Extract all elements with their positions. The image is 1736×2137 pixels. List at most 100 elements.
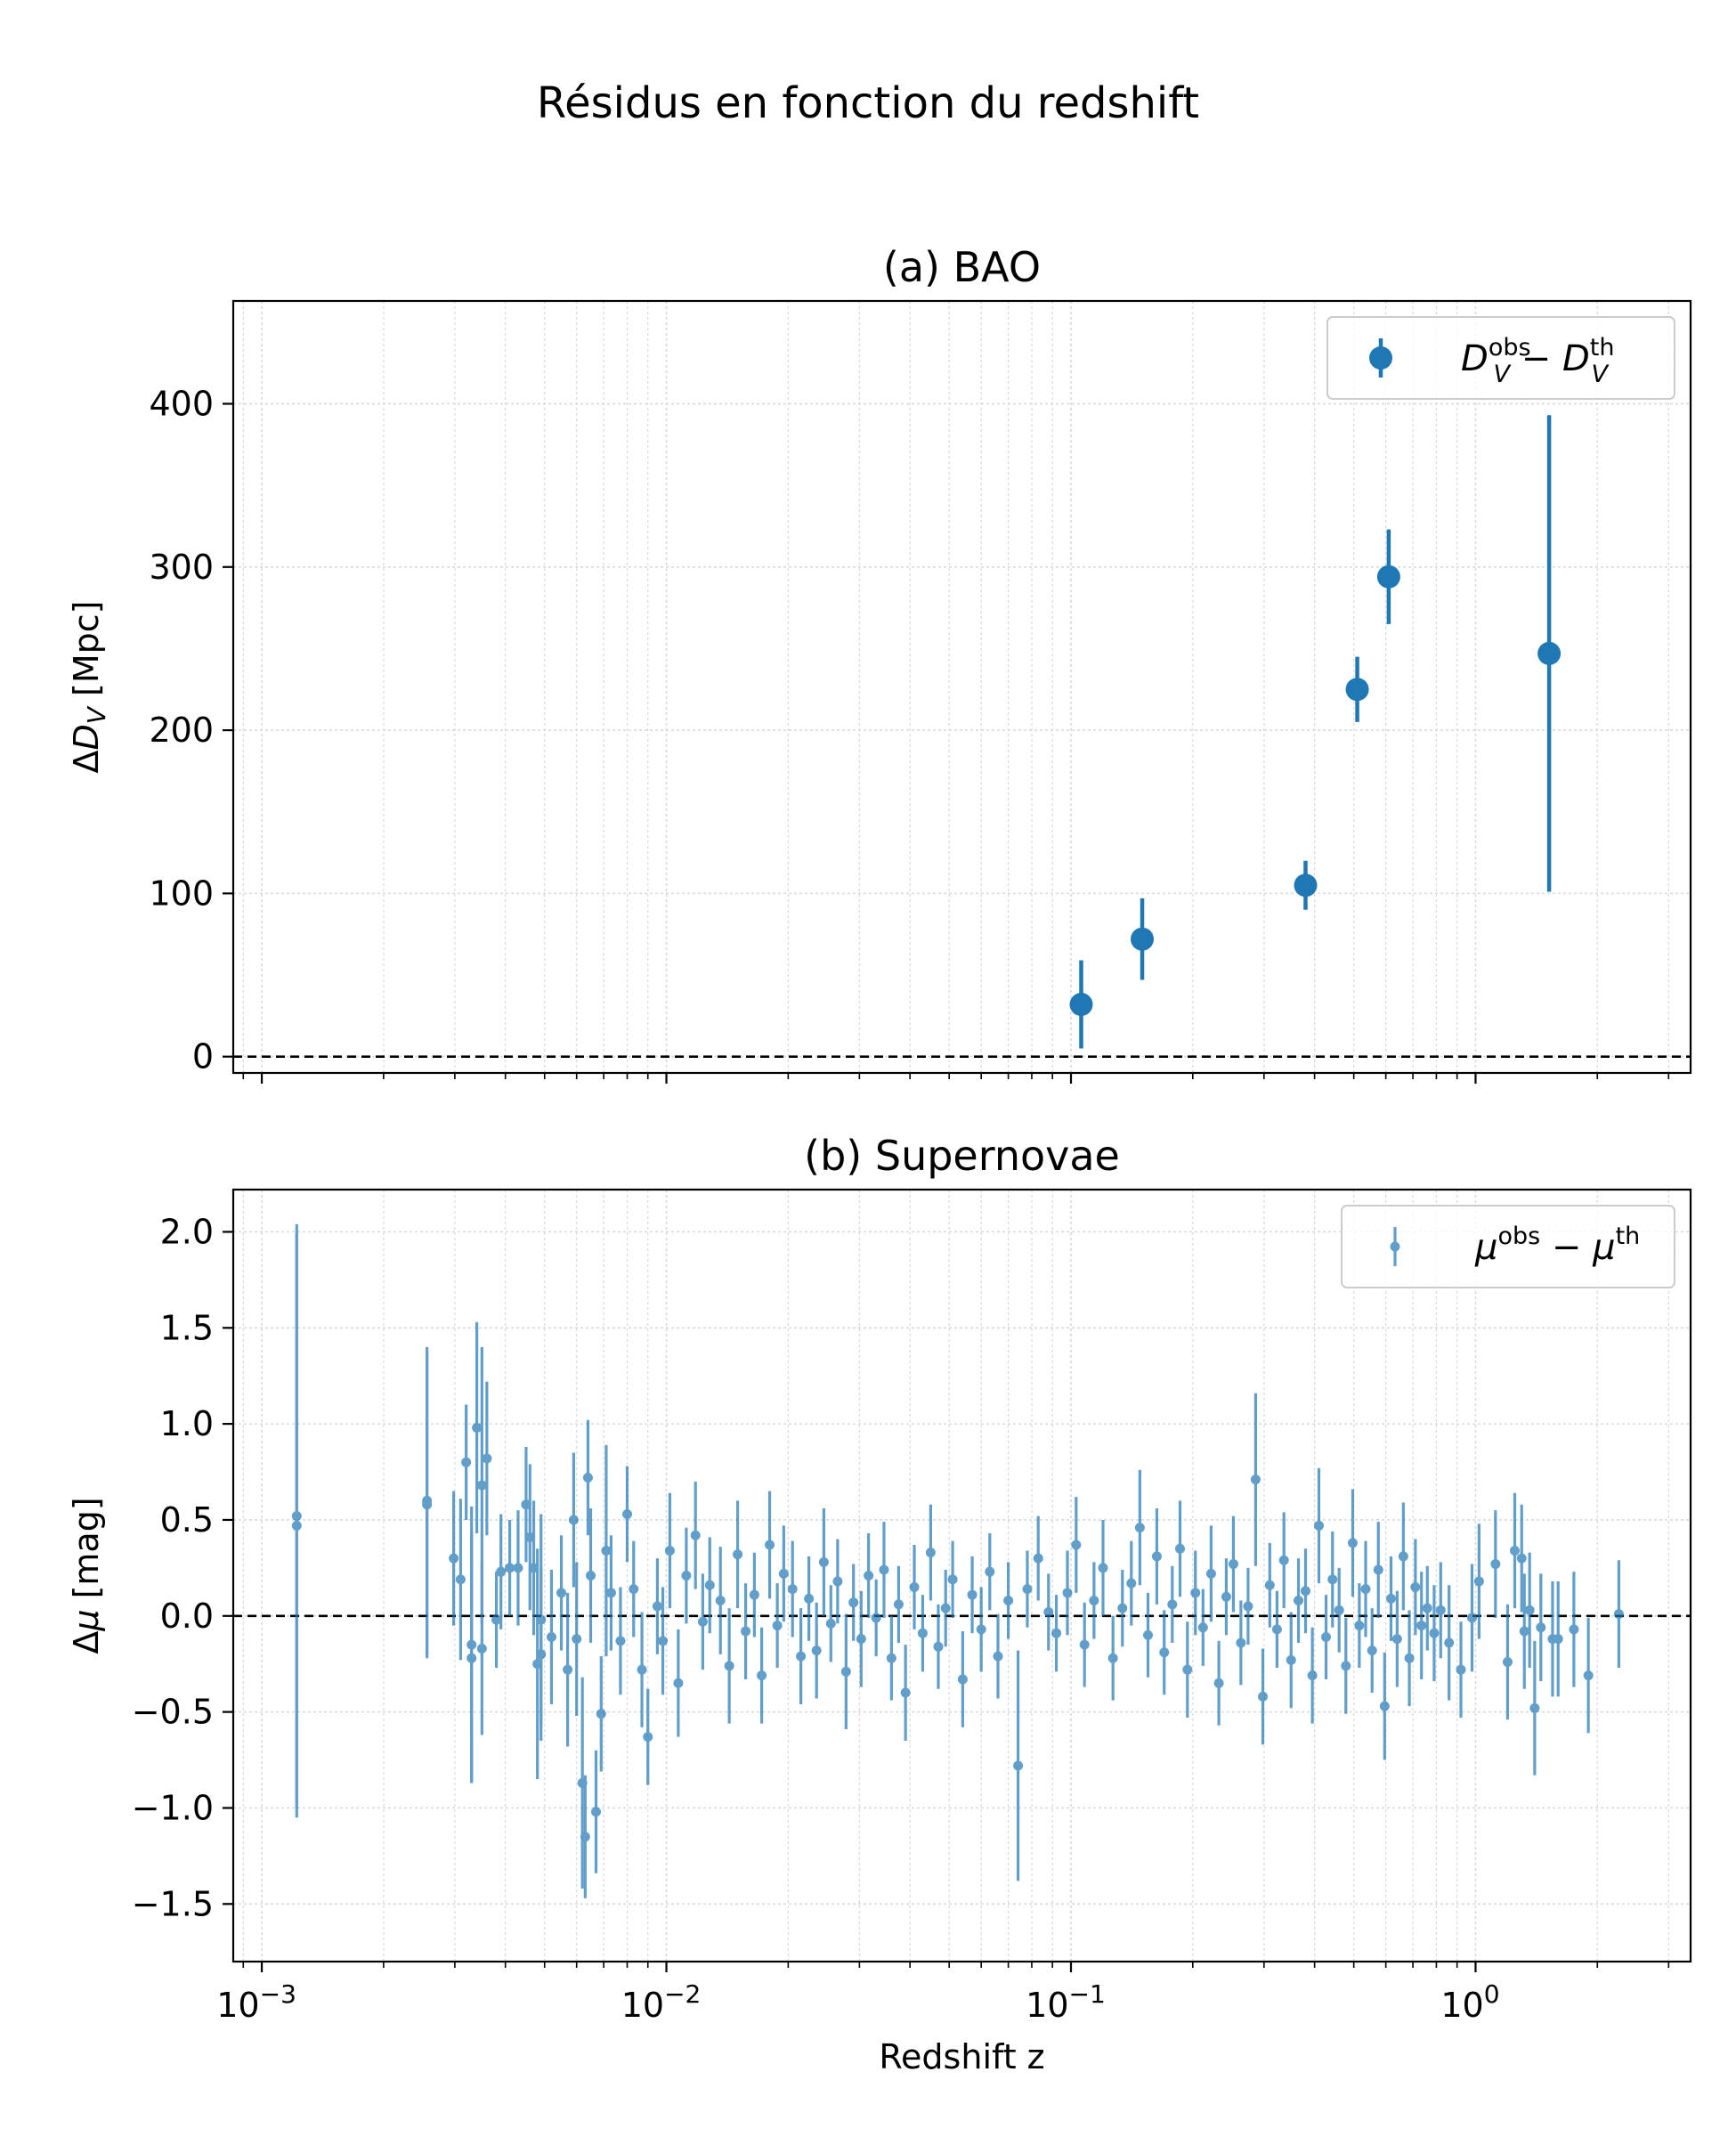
data-point (1376, 565, 1400, 589)
data-point (1071, 1540, 1082, 1550)
data-point (1367, 1645, 1377, 1656)
data-point (590, 1807, 601, 1817)
x-tick-label: 10−2 (621, 1979, 702, 2025)
data-point (496, 1566, 507, 1577)
data-series (1069, 415, 1562, 1049)
data-point (1391, 1634, 1402, 1645)
data-point (1416, 1621, 1427, 1631)
y-tick-label: 200 (149, 711, 214, 750)
data-point (741, 1626, 751, 1637)
data-point (1537, 641, 1562, 665)
data-point (940, 1603, 951, 1613)
data-point (900, 1687, 911, 1698)
data-point (529, 1563, 539, 1573)
data-point (796, 1651, 807, 1662)
legend: Dobs V − Dth V (1326, 316, 1675, 400)
data-point (449, 1553, 459, 1564)
data-point (1502, 1657, 1513, 1668)
data-point (1307, 1670, 1318, 1681)
data-point (1197, 1622, 1208, 1633)
data-point (1553, 1634, 1563, 1645)
data-point (1142, 1629, 1153, 1640)
data-point (1126, 1578, 1137, 1589)
data-point (811, 1645, 822, 1656)
data-point (673, 1678, 684, 1688)
data-point (917, 1628, 928, 1638)
data-point (572, 1634, 582, 1645)
data-point (521, 1499, 531, 1510)
data-point (1182, 1664, 1193, 1675)
data-point (681, 1571, 692, 1580)
data-point (1286, 1654, 1296, 1665)
data-point (1341, 1661, 1351, 1671)
data-point (1089, 1596, 1099, 1606)
data-point (582, 1473, 593, 1483)
data-point (536, 1614, 547, 1625)
y-tick-label: 0 (192, 1037, 214, 1077)
data-point (1313, 1520, 1324, 1531)
data-point (1190, 1588, 1201, 1598)
figure-title: Résidus en fonction du redshift (537, 78, 1199, 128)
legend-point (1369, 346, 1392, 370)
data-point (577, 1777, 588, 1788)
data-point (1134, 1523, 1145, 1533)
data-point (524, 1532, 535, 1542)
data-point (1466, 1613, 1477, 1623)
data-point (1022, 1584, 1033, 1595)
y-tick-label: 300 (149, 548, 214, 587)
data-point (1107, 1653, 1118, 1663)
data-point (422, 1499, 433, 1510)
panel-supernovae: 10−3 10−2 10−1 100 Redshift z −1.5 −1.0 −0.5 0.0… (67, 1132, 1692, 2076)
data-point (825, 1618, 836, 1629)
data-point (1516, 1553, 1527, 1564)
legend-frame (1341, 1205, 1675, 1288)
data-point (491, 1614, 502, 1625)
data-point (993, 1651, 1003, 1662)
data-point (1131, 927, 1155, 951)
panel-bao: 0 100 200 300 400 (a) BAO ΔDV [Mpc] Dobs V − Dth… (67, 243, 1692, 1084)
data-point (1294, 1596, 1304, 1606)
data-point (704, 1580, 715, 1590)
y-axis-label: ΔDV [Mpc] (67, 601, 111, 774)
data-point (925, 1548, 936, 1558)
legend-marker (1390, 1227, 1400, 1266)
data-point (985, 1566, 995, 1577)
x-tick-label: 10−1 (1026, 1979, 1106, 2025)
panel-title: (b) Supernovae (804, 1132, 1120, 1180)
data-point (1069, 993, 1093, 1017)
data-point (1444, 1637, 1455, 1648)
data-point (1360, 1584, 1371, 1595)
data-point (1354, 1621, 1365, 1631)
data-point (832, 1576, 843, 1587)
data-point (482, 1453, 492, 1464)
data-point (1410, 1581, 1421, 1592)
data-point (787, 1584, 798, 1595)
data-point (1435, 1605, 1446, 1615)
data-point (957, 1674, 968, 1685)
data-point (1321, 1632, 1332, 1643)
y-tick-label: −1.0 (132, 1788, 214, 1827)
data-point (1536, 1622, 1546, 1633)
data-point (1294, 873, 1318, 898)
data-point (1117, 1603, 1128, 1613)
x-axis-label: Redshift z (879, 2037, 1044, 2076)
data-point (690, 1530, 701, 1540)
data-point (1519, 1626, 1529, 1637)
data-point (652, 1601, 662, 1612)
data-point (658, 1636, 669, 1646)
data-point (556, 1588, 567, 1598)
data-point (879, 1564, 889, 1575)
data-point (605, 1588, 616, 1598)
legend-frame (1326, 316, 1675, 400)
data-point (629, 1584, 639, 1595)
data-point (1456, 1664, 1466, 1675)
data-point (291, 1511, 302, 1522)
data-point (1167, 1599, 1178, 1610)
data-point (1347, 1538, 1358, 1548)
data-point (476, 1480, 487, 1491)
data-point (1490, 1559, 1501, 1570)
data-point (967, 1589, 978, 1600)
data-point (637, 1664, 647, 1675)
data-point (1003, 1596, 1014, 1606)
data-point (933, 1641, 944, 1652)
